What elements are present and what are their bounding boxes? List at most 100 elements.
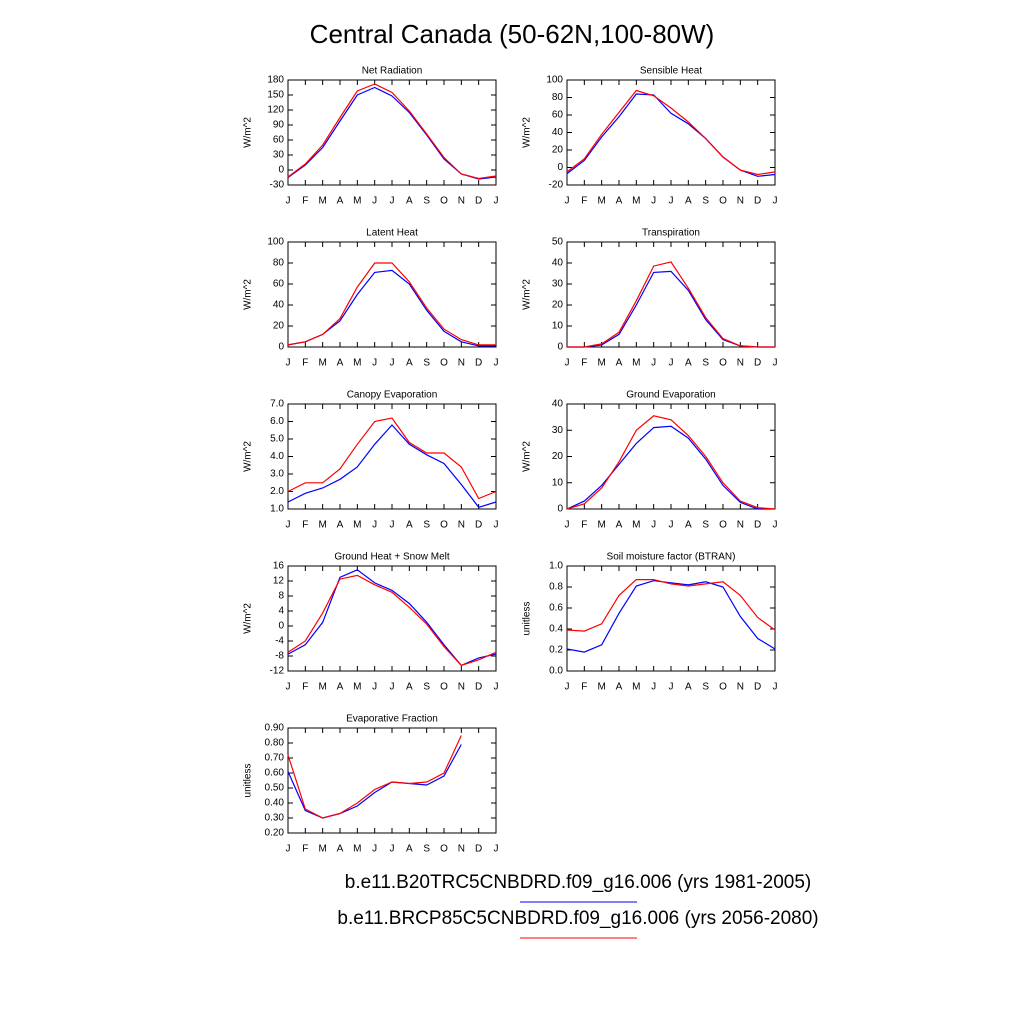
y-tick-label: 20: [552, 300, 564, 311]
legend-label: b.e11.BRCP85C5CNBDRD.f09_g16.006 (yrs 20…: [337, 908, 818, 929]
x-tick-label: J: [286, 520, 291, 531]
plot-frame: [287, 565, 497, 672]
x-tick-label: S: [423, 682, 430, 693]
series-line: [566, 93, 776, 177]
plot-frame: [287, 403, 497, 510]
y-tick-label: 30: [552, 425, 564, 436]
x-tick-label: J: [286, 844, 291, 855]
x-tick-label: N: [737, 520, 744, 531]
y-axis-label: W/m^2: [243, 603, 254, 634]
y-tick-label: -8: [275, 651, 284, 662]
y-tick-label: 0: [278, 165, 284, 176]
y-tick-label: 10: [552, 477, 564, 488]
x-tick-label: J: [773, 520, 778, 531]
y-axis-label: W/m^2: [243, 279, 254, 310]
x-tick-label: J: [390, 196, 395, 207]
x-tick-label: A: [406, 196, 413, 207]
series-line: [287, 86, 497, 180]
x-tick-label: F: [302, 358, 308, 369]
y-tick-label: 80: [273, 258, 285, 269]
y-tick-label: 40: [273, 300, 285, 311]
y-tick-label: 7.0: [270, 399, 284, 410]
y-tick-label: 0.6: [549, 603, 563, 614]
y-tick-label: 60: [273, 135, 285, 146]
x-tick-label: A: [616, 196, 623, 207]
y-tick-label: 60: [552, 110, 564, 121]
x-tick-label: J: [390, 358, 395, 369]
series-line: [566, 580, 776, 653]
y-tick-label: 0.50: [265, 783, 285, 794]
x-tick-label: J: [494, 682, 499, 693]
x-tick-label: O: [440, 358, 448, 369]
x-tick-label: J: [565, 682, 570, 693]
y-axis-label: unitless: [243, 764, 254, 798]
x-tick-label: A: [685, 682, 692, 693]
x-tick-label: S: [423, 358, 430, 369]
panel-title: Latent Heat: [366, 228, 418, 239]
y-tick-label: 40: [552, 127, 564, 138]
x-tick-label: M: [353, 682, 361, 693]
x-tick-label: A: [406, 682, 413, 693]
x-tick-label: S: [702, 358, 709, 369]
x-tick-label: M: [632, 196, 640, 207]
x-tick-label: A: [337, 196, 344, 207]
y-tick-label: 0.2: [549, 645, 563, 656]
x-tick-label: J: [286, 196, 291, 207]
x-tick-label: A: [406, 520, 413, 531]
x-tick-label: A: [337, 682, 344, 693]
y-tick-label: 4: [278, 606, 284, 617]
panel-title: Soil moisture factor (BTRAN): [607, 552, 736, 563]
x-tick-label: O: [719, 196, 727, 207]
y-tick-label: 90: [273, 120, 285, 131]
x-tick-label: N: [737, 358, 744, 369]
x-tick-label: F: [302, 844, 308, 855]
x-tick-label: M: [632, 358, 640, 369]
y-tick-label: 0.4: [549, 624, 563, 635]
y-tick-label: 40: [552, 399, 564, 410]
x-tick-label: M: [353, 520, 361, 531]
x-tick-label: J: [669, 682, 674, 693]
x-tick-label: A: [406, 358, 413, 369]
y-axis-label: unitless: [522, 602, 533, 636]
x-tick-label: D: [754, 196, 761, 207]
series-line: [287, 262, 496, 346]
y-tick-label: 30: [552, 279, 564, 290]
x-tick-label: M: [597, 520, 605, 531]
x-tick-label: J: [773, 358, 778, 369]
x-tick-label: F: [581, 520, 587, 531]
plot-frame: [566, 241, 776, 348]
x-tick-label: A: [616, 520, 623, 531]
x-tick-label: F: [581, 358, 587, 369]
y-tick-label: 20: [552, 145, 564, 156]
x-tick-label: O: [719, 358, 727, 369]
y-tick-label: 0.80: [265, 738, 285, 749]
x-tick-label: S: [702, 682, 709, 693]
y-tick-label: 1.0: [549, 561, 563, 572]
x-tick-label: J: [494, 520, 499, 531]
series-line: [287, 83, 497, 180]
x-tick-label: D: [754, 520, 761, 531]
x-tick-label: M: [318, 196, 326, 207]
x-tick-label: F: [581, 682, 587, 693]
x-tick-label: M: [597, 682, 605, 693]
y-tick-label: 60: [273, 279, 285, 290]
x-tick-label: J: [651, 358, 656, 369]
y-tick-label: 0.60: [265, 768, 285, 779]
x-tick-label: O: [719, 520, 727, 531]
y-tick-label: -20: [549, 180, 564, 191]
y-axis-label: W/m^2: [522, 279, 533, 310]
panel-title: Ground Heat + Snow Melt: [334, 552, 450, 563]
x-tick-label: M: [353, 358, 361, 369]
x-tick-label: S: [423, 844, 430, 855]
y-tick-label: 30: [273, 150, 285, 161]
y-tick-label: 2.0: [270, 486, 284, 497]
y-tick-label: 0.30: [265, 813, 285, 824]
x-tick-label: F: [302, 520, 308, 531]
series-line: [566, 89, 776, 176]
x-tick-label: N: [458, 196, 465, 207]
x-tick-label: D: [475, 196, 482, 207]
x-tick-label: M: [597, 196, 605, 207]
x-tick-label: J: [372, 682, 377, 693]
x-tick-label: J: [651, 682, 656, 693]
